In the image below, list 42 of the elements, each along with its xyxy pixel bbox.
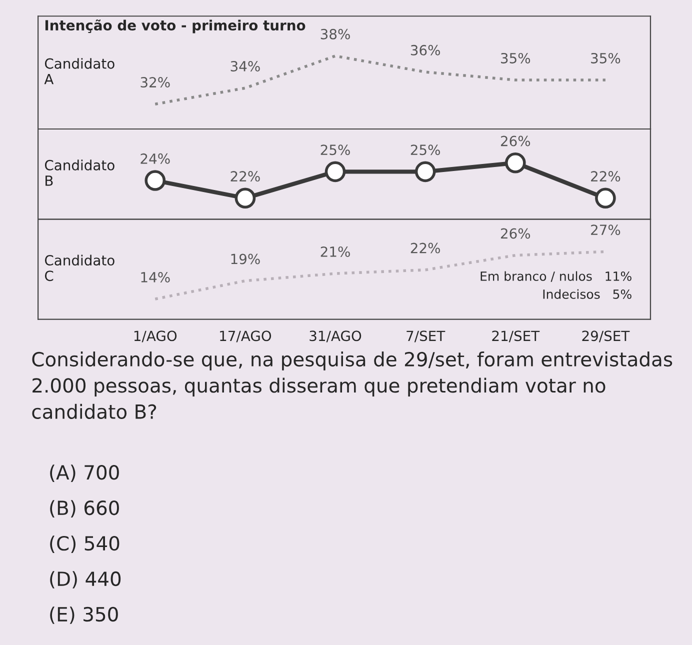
- point: [414, 161, 436, 182]
- data-label: 38%: [320, 28, 350, 40]
- text: (C) 540: [50, 536, 120, 553]
- annotation: Em branco / nulos 11%: [480, 271, 632, 282]
- data-label: 26%: [500, 136, 530, 146]
- data-label: 25%: [320, 144, 350, 156]
- text: Considerando-se que, na pesquisa de 29/set, foram entrevistadas 2.000 pessoas, quantas disseram que pretendiam votar no candidato B?: [32, 352, 672, 419]
- point: [595, 188, 616, 209]
- data-label: 26%: [500, 228, 530, 239]
- point: [324, 161, 346, 182]
- data-label: 25%: [410, 144, 440, 156]
- x-tick-label: 1/AGO: [134, 330, 177, 342]
- chart-title: Intenção de voto - primeiro turno: [45, 20, 306, 34]
- x-tick-label: 17/AGO: [220, 330, 272, 342]
- text: (D) 440: [50, 571, 121, 588]
- x-tick-label: 7/SET: [406, 330, 446, 342]
- text: Candidato C: [44, 254, 114, 282]
- data-label: 22%: [230, 171, 260, 182]
- data-label: 19%: [231, 254, 260, 264]
- x-tick-label: 29/SET: [582, 330, 630, 342]
- data-label: 32%: [140, 77, 170, 88]
- point: [234, 188, 256, 209]
- text: Candidato A: [44, 58, 114, 84]
- data-label: 22%: [591, 171, 620, 182]
- text: (B) 660: [50, 500, 119, 518]
- x-tick-label: 21/SET: [492, 330, 540, 342]
- text: (A) 700: [50, 464, 119, 482]
- data-label: 36%: [410, 44, 440, 56]
- data-label: 35%: [591, 52, 620, 64]
- point: [504, 152, 526, 174]
- data-label: 35%: [501, 52, 530, 64]
- point: [144, 170, 166, 191]
- data-label: 27%: [591, 224, 620, 236]
- text: Candidato B: [44, 160, 114, 186]
- text: (E) 350: [50, 606, 118, 624]
- x-tick-label: 31/AGO: [310, 330, 362, 342]
- data-label: 24%: [140, 153, 170, 164]
- data-label: 22%: [410, 242, 440, 254]
- data-label: 14%: [141, 272, 170, 282]
- data-label: 34%: [230, 60, 260, 72]
- data-label: 21%: [320, 246, 350, 257]
- annotation: Indecisos 5%: [543, 289, 632, 299]
